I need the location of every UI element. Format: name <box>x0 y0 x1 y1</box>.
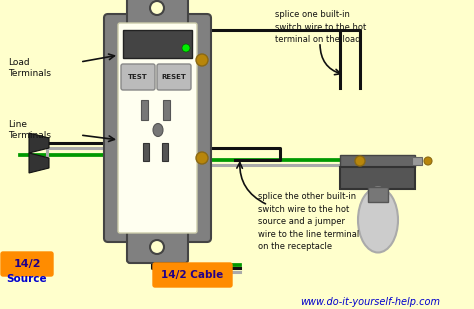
Bar <box>368 187 388 202</box>
Circle shape <box>424 157 432 165</box>
Polygon shape <box>29 133 49 153</box>
FancyBboxPatch shape <box>104 14 211 242</box>
Text: Source: Source <box>7 274 47 284</box>
Polygon shape <box>29 153 49 173</box>
Circle shape <box>150 240 164 254</box>
Text: www.do-it-yourself-help.com: www.do-it-yourself-help.com <box>300 297 440 307</box>
FancyBboxPatch shape <box>121 64 155 90</box>
Text: 14/2: 14/2 <box>13 259 41 269</box>
Text: splice one built-in
switch wire to the hot
terminal on the load: splice one built-in switch wire to the h… <box>275 10 366 44</box>
Circle shape <box>150 1 164 15</box>
FancyBboxPatch shape <box>127 0 188 25</box>
Bar <box>123 30 192 58</box>
Text: splice the other built-in
switch wire to the hot
source and a jumper
wire to the: splice the other built-in switch wire to… <box>258 192 359 251</box>
Bar <box>162 143 168 161</box>
Text: RESET: RESET <box>162 74 186 80</box>
Ellipse shape <box>358 188 398 252</box>
Text: TEST: TEST <box>128 74 148 80</box>
FancyBboxPatch shape <box>118 23 197 233</box>
Circle shape <box>196 54 208 66</box>
Text: Line
Terminals: Line Terminals <box>8 120 51 140</box>
Ellipse shape <box>153 124 163 137</box>
Bar <box>141 100 148 120</box>
Text: Load
Terminals: Load Terminals <box>8 58 51 78</box>
Bar <box>163 100 170 120</box>
Bar <box>340 167 415 189</box>
Circle shape <box>355 156 365 166</box>
FancyBboxPatch shape <box>127 231 188 263</box>
FancyBboxPatch shape <box>1 252 53 276</box>
Circle shape <box>196 152 208 164</box>
FancyBboxPatch shape <box>153 263 232 287</box>
Bar <box>340 155 415 167</box>
Bar <box>412 157 422 165</box>
Text: 14/2 Cable: 14/2 Cable <box>161 270 223 280</box>
Circle shape <box>182 44 190 52</box>
Bar <box>143 143 149 161</box>
FancyBboxPatch shape <box>157 64 191 90</box>
